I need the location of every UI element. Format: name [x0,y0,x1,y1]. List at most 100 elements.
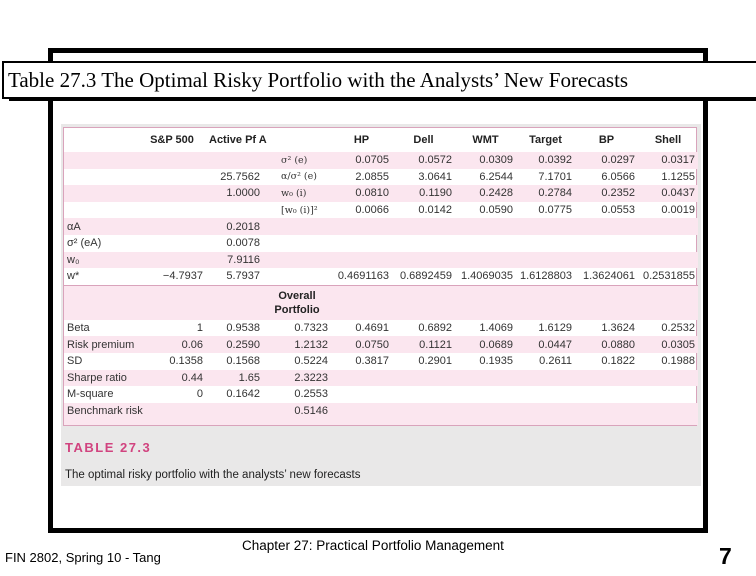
table-cell [263,268,331,285]
table-cell [575,369,638,387]
table-row: αA 0.2018 [64,218,698,235]
table-cell: 3.0641 [418,170,452,183]
table-cell: 0.0810 [331,185,392,202]
table-cell: BP [598,134,615,146]
table-cell: 0.5146 [263,402,331,426]
table-cell [64,169,138,186]
table-cell [638,218,698,235]
table-cell: Dell [413,134,434,146]
table-cell [575,251,638,269]
table-cell: 0.2901 [418,355,452,368]
table-cell [138,152,206,169]
table-cell: 0.0437 [638,185,698,202]
table-cell: 0.2428 [455,185,516,202]
table-cell: 0.0553 [601,204,635,217]
table-cell: 0.2531855 [643,270,695,283]
table-row: 25.7562 α/σ² (e) 2.0855 3.0641 6.2544 7.1701 6… [64,169,698,186]
table-cell [331,218,392,235]
table-cell: 0.0309 [455,152,516,169]
table-cell [263,251,331,269]
table-cell [638,284,698,320]
table-cell [575,218,638,235]
table-cell [516,386,575,403]
table-cell: 0.1190 [392,185,455,202]
table-cell: 5.7937 [226,270,260,283]
table-cell: 0.6892 [418,322,452,335]
table-cell: Sharpe ratio [64,369,138,387]
table-cell: 0.0447 [516,336,575,353]
table-row: Risk premium 0.06 0.2590 1.2132 0.0750 0.1121… [64,336,698,353]
table-cell: 0.0880 [575,336,638,353]
table-cell: w₀ [64,251,138,269]
table-cell: 0.0705 [331,152,392,169]
table-caption-number: TABLE 27.3 [65,440,152,455]
table-cell: σ² (e) [263,152,331,169]
table-cell: [w₀ (i)]² [281,204,318,216]
table-cell: 0.4691 [355,322,389,335]
table-cell: 1.0000 [206,185,263,202]
table-cell [331,251,392,269]
overall-header-line: Overall [278,289,316,302]
table-cell: 1.65 [206,369,263,387]
table-cell: 1.2132 [263,336,331,353]
table-cell: 2.0855 [355,170,389,183]
table-cell: 0.2352 [575,185,638,202]
table-cell: 0.0019 [661,204,695,217]
table-cell: 0.0297 [575,152,638,169]
table-cell [392,402,455,426]
table-cell: 6.0566 [601,170,635,183]
table-cell [455,235,516,252]
table-cell [516,235,575,252]
table-cell [516,218,575,235]
table-cell [331,284,392,320]
table-cell [138,169,206,186]
table-row: 1.0000 w₀ (i) 0.0810 0.1190 0.2428 0.2784 0.23… [64,185,698,202]
table-cell: WMT [472,134,499,146]
table-cell: 0.0305 [638,336,698,353]
table-caption: The optimal risky portfolio with the ana… [65,469,361,481]
table-cell: w* [67,270,80,283]
table-cell: 0.0078 [226,237,260,250]
table-row: σ² (eA) 0.0078 [64,235,698,252]
table-cell: 1.3624061 [583,270,635,283]
table-cell: 0.1358 [169,355,203,368]
table-cell: 0.6892459 [400,270,452,283]
table-header-row: S&P 500 Active Pf A HP Dell WMT Target BP Shell [64,128,698,152]
table-cell [64,202,138,219]
table-cell [392,218,455,235]
table-cell: 0.2784 [516,185,575,202]
table-cell [138,218,206,235]
table-cell: 1.4069 [479,322,513,335]
table-row: M-square 0 0.1642 0.2553 [64,386,698,403]
table-cell: −4.7937 [162,270,203,283]
table-cell: 0.44 [138,369,206,387]
table-cell: 0.1568 [226,355,260,368]
table-cell: 0.0066 [355,204,389,217]
table-cell [516,284,575,320]
table-row: w₀ 7.9116 [64,251,698,269]
table-cell [392,251,455,269]
overall-portfolio-header: Overall Portfolio [263,284,331,320]
table-row: σ² (e) 0.0705 0.0572 0.0309 0.0392 0.0297 0.03… [64,152,698,169]
table-cell: 1.1255 [661,170,695,183]
table-cell [575,235,638,252]
table-row: Sharpe ratio 0.44 1.65 2.3223 [64,369,698,387]
table-cell [64,152,138,169]
table-cell [138,402,206,426]
table-cell [392,386,455,403]
table-cell [455,369,516,387]
table-cell: 25.7562 [220,170,260,183]
table-cell [64,185,138,202]
table-cell: 0.0572 [392,152,455,169]
table-cell: Shell [654,134,682,146]
table-cell: 0.0689 [455,336,516,353]
table-cell: 0.1822 [601,355,635,368]
table-cell [331,369,392,387]
table-row: Beta 1 0.9538 0.7323 0.4691 0.6892 1.4069 1.612… [64,320,698,337]
page-number: 7 [719,543,732,569]
table-cell [206,152,263,169]
table-cell: Risk premium [64,336,138,353]
portfolio-table: S&P 500 Active Pf A HP Dell WMT Target BP Shell… [63,127,698,427]
table-cell [516,369,575,387]
table-cell [575,386,638,403]
